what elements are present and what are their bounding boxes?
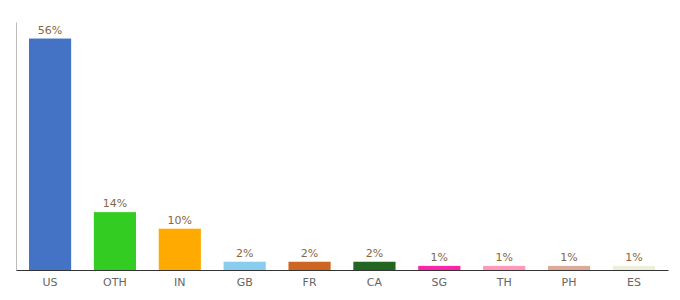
data-label: 14% <box>103 197 127 210</box>
bar <box>224 262 266 270</box>
bar <box>288 262 330 270</box>
x-tick: FR <box>303 276 317 289</box>
plot: US OTH IN GB FR CA SG TH PH ES 56% 14% 10% 2% 2% 2% 1% 1%… <box>17 23 669 289</box>
data-label: 56% <box>38 24 62 37</box>
bars <box>29 39 655 270</box>
bar <box>418 266 460 270</box>
x-tick: GB <box>237 276 253 289</box>
data-label: 2% <box>301 247 318 260</box>
x-tick-label: SG <box>432 276 448 289</box>
x-tick: TH <box>496 276 512 289</box>
x-tick: US <box>43 276 58 289</box>
x-tick: IN <box>174 276 185 289</box>
x-tick-label: US <box>43 276 58 289</box>
bar <box>29 39 71 270</box>
x-tick: SG <box>432 276 448 289</box>
data-label: 1% <box>560 251 577 264</box>
data-label: 1% <box>495 251 512 264</box>
x-tick: PH <box>562 276 577 289</box>
chart: US OTH IN GB FR CA SG TH PH ES 56% 14% 10% 2% 2% 2% 1% 1%… <box>0 0 680 300</box>
data-label: 1% <box>431 251 448 264</box>
bar <box>94 212 136 270</box>
bar <box>159 229 201 270</box>
y-axis <box>16 23 17 271</box>
data-labels: 56% 14% 10% 2% 2% 2% 1% 1% 1% 1% <box>38 24 643 264</box>
data-label: 1% <box>625 251 642 264</box>
x-tick-label: CA <box>367 276 383 289</box>
chart-container: US OTH IN GB FR CA SG TH PH ES 56% 14% 10% 2% 2% 2% 1% 1%… <box>0 0 680 300</box>
x-tick-label: FR <box>303 276 317 289</box>
data-label: 10% <box>168 214 192 227</box>
data-label: 2% <box>366 247 383 260</box>
x-tick-label: ES <box>627 276 641 289</box>
x-tick-label: OTH <box>103 276 127 289</box>
x-axis: US OTH IN GB FR CA SG TH PH ES <box>17 271 669 289</box>
x-tick-label: GB <box>237 276 253 289</box>
x-tick-label: PH <box>562 276 577 289</box>
x-tick: ES <box>627 276 641 289</box>
bar <box>483 266 525 270</box>
x-tick-label: TH <box>496 276 512 289</box>
bar <box>548 266 590 270</box>
y-axis-line <box>16 23 17 271</box>
bar <box>353 262 395 270</box>
x-axis-line <box>17 270 669 271</box>
x-tick-label: IN <box>174 276 185 289</box>
x-tick: OTH <box>103 276 127 289</box>
data-label: 2% <box>236 247 253 260</box>
x-tick: CA <box>367 276 383 289</box>
bar <box>613 266 655 270</box>
